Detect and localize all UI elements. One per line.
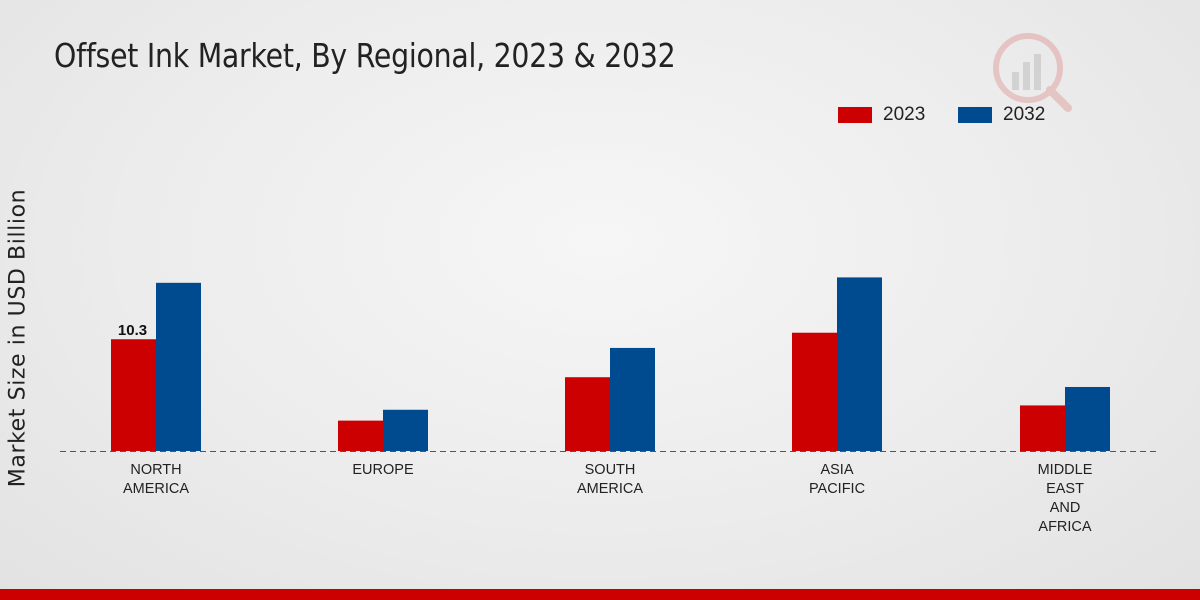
bar-2032-2 bbox=[610, 347, 655, 451]
bar-2023-4 bbox=[1020, 405, 1065, 451]
legend-item-2023: 2023 bbox=[838, 104, 925, 126]
legend-label-2032: 2032 bbox=[1003, 104, 1046, 125]
x-tick-label-4: MIDDLE EAST AND AFRICA bbox=[1038, 462, 1093, 535]
legend-label-2023: 2023 bbox=[883, 104, 926, 125]
bar-2032-4 bbox=[1065, 386, 1110, 451]
bar-2032-0 bbox=[156, 282, 201, 451]
legend-swatch-2032 bbox=[958, 107, 992, 123]
x-tick-label-3: ASIA PACIFIC bbox=[809, 462, 865, 497]
bar-2023-0 bbox=[111, 339, 156, 451]
legend-swatch-2023 bbox=[838, 107, 872, 123]
bar-2023-3 bbox=[792, 332, 837, 451]
bar-2032-1 bbox=[383, 409, 428, 451]
x-tick-label-0: NORTH AMERICA bbox=[123, 462, 189, 497]
x-tick-label-2: SOUTH AMERICA bbox=[577, 462, 643, 497]
footer-bar bbox=[0, 589, 1200, 600]
legend-item-2032: 2032 bbox=[958, 104, 1045, 126]
chart-title: Offset Ink Market, By Regional, 2023 & 2… bbox=[54, 36, 676, 75]
data-label-0: 10.3 bbox=[118, 322, 147, 339]
bar-2023-2 bbox=[565, 377, 610, 451]
bar-2032-3 bbox=[837, 277, 882, 451]
x-tick-label-1: EUROPE bbox=[352, 462, 414, 478]
bar-2023-1 bbox=[338, 420, 383, 451]
watermark-logo-icon bbox=[993, 33, 1072, 112]
